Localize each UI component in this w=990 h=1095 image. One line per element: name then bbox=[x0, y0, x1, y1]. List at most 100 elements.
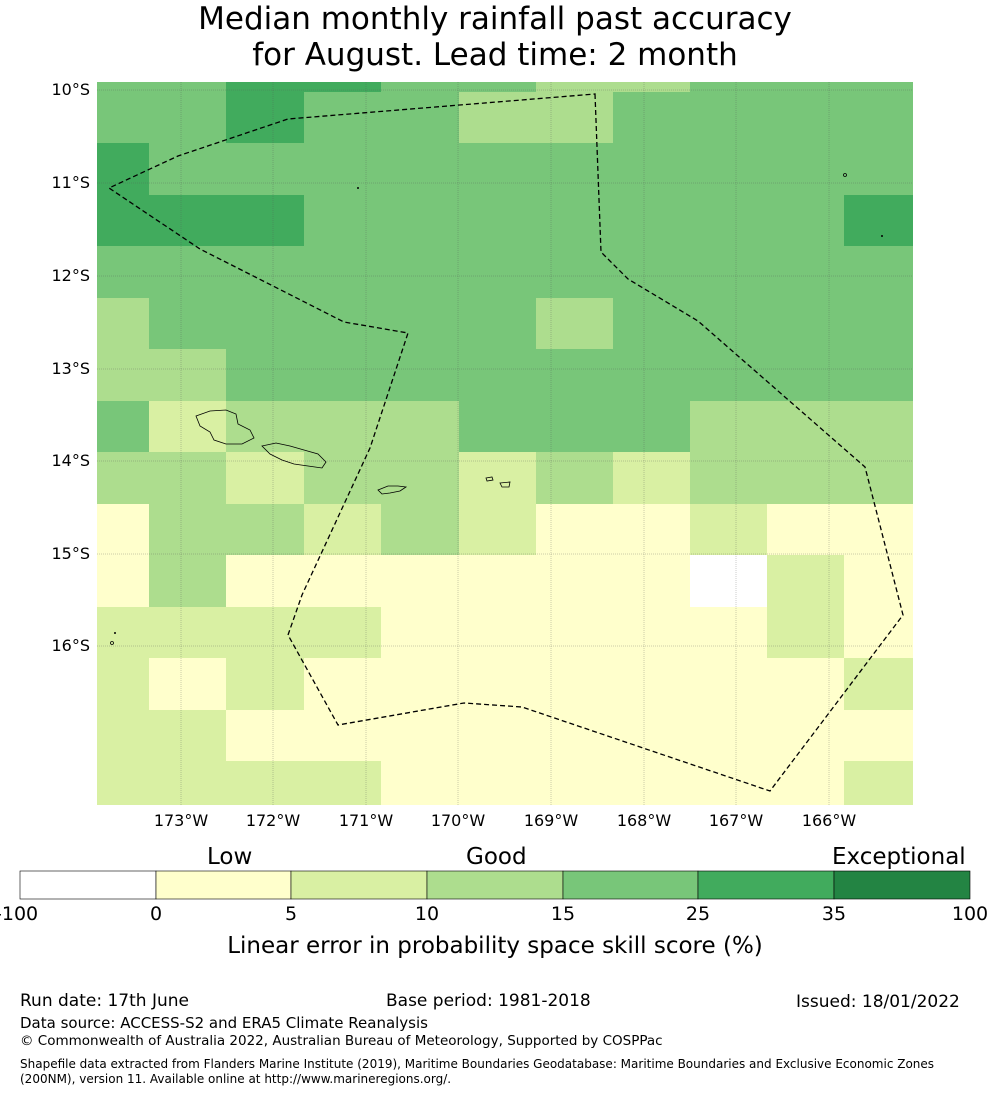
grid-cell bbox=[304, 401, 381, 452]
grid-cell bbox=[767, 92, 844, 143]
colorbar-tick-label: 10 bbox=[414, 903, 440, 925]
grid-cell bbox=[690, 658, 767, 710]
grid-cell bbox=[97, 143, 149, 195]
small-island bbox=[881, 235, 883, 237]
grid-cell bbox=[149, 246, 226, 298]
manua-island-2 bbox=[499, 481, 511, 488]
latitude-label: 14°S bbox=[51, 451, 90, 470]
colorbar-segment bbox=[562, 870, 699, 900]
grid-cell bbox=[536, 504, 613, 555]
grid-cell bbox=[97, 555, 149, 607]
grid-cell bbox=[381, 92, 459, 143]
grid-cell bbox=[149, 761, 226, 805]
latitude-label: 13°S bbox=[51, 359, 90, 378]
colorbar-segment bbox=[19, 870, 157, 900]
island-outlines bbox=[110, 173, 883, 645]
colorbar-segment bbox=[697, 870, 835, 900]
grid-cell bbox=[459, 401, 536, 452]
grid-cell bbox=[149, 504, 226, 555]
grid-cell bbox=[97, 195, 149, 246]
grid-cell bbox=[690, 195, 767, 246]
grid-cell bbox=[690, 401, 767, 452]
grid-cell bbox=[767, 298, 844, 349]
longitude-label: 166°W bbox=[801, 811, 857, 830]
grid-cell bbox=[97, 246, 149, 298]
grid-cell bbox=[767, 452, 844, 504]
grid-cell bbox=[613, 143, 690, 195]
latitude-label: 16°S bbox=[51, 636, 90, 655]
grid-cell bbox=[304, 195, 381, 246]
tutuila-island bbox=[377, 485, 408, 495]
grid-cell bbox=[536, 710, 613, 761]
grid-cell bbox=[149, 401, 226, 452]
grid-cell bbox=[149, 710, 226, 761]
grid-cell bbox=[844, 143, 913, 195]
grid-cell bbox=[381, 658, 459, 710]
grid-cell bbox=[844, 246, 913, 298]
grid-cell bbox=[97, 298, 149, 349]
longitude-label: 173°W bbox=[153, 811, 209, 830]
copyright: © Commonwealth of Australia 2022, Austra… bbox=[20, 1033, 663, 1049]
grid-cell bbox=[226, 452, 304, 504]
grid-cell bbox=[536, 143, 613, 195]
colorbar-tick-label: -100 bbox=[0, 903, 39, 925]
grid-cell bbox=[381, 452, 459, 504]
upolu-island bbox=[261, 442, 327, 469]
grid-cell bbox=[304, 555, 381, 607]
grid-cell bbox=[304, 246, 381, 298]
grid-cell bbox=[149, 658, 226, 710]
grid-cell bbox=[226, 92, 304, 143]
grid-cell bbox=[226, 195, 304, 246]
grid-cell bbox=[767, 82, 844, 92]
grid-cell bbox=[226, 658, 304, 710]
longitude-label: 170°W bbox=[430, 811, 486, 830]
category-exceptional-label: Exceptional bbox=[832, 844, 966, 870]
grid-cell bbox=[149, 555, 226, 607]
grid-cell bbox=[459, 246, 536, 298]
grid-cell bbox=[459, 761, 536, 805]
grid-cell bbox=[767, 504, 844, 555]
shapefile-credit-line-2: (200NM), version 11. Available online at… bbox=[20, 1072, 452, 1086]
base-period: Base period: 1981-2018 bbox=[386, 991, 591, 1011]
grid-cell bbox=[844, 195, 913, 246]
longitude-label: 167°W bbox=[708, 811, 764, 830]
colorbar-tick-label: 5 bbox=[284, 903, 298, 925]
grid-cell bbox=[613, 658, 690, 710]
grid-cell bbox=[459, 298, 536, 349]
colorbar-tick-label: 35 bbox=[821, 903, 847, 925]
grid-cell bbox=[459, 452, 536, 504]
grid-cell bbox=[767, 607, 844, 658]
colorbar-segment bbox=[833, 870, 971, 900]
grid-cell bbox=[149, 452, 226, 504]
grid-cell bbox=[304, 349, 381, 401]
grid-cell bbox=[304, 607, 381, 658]
grid-cell bbox=[459, 607, 536, 658]
small-island bbox=[357, 187, 359, 189]
grid-cell bbox=[97, 82, 149, 92]
colorbar-tick-label: 25 bbox=[685, 903, 711, 925]
grid-cell bbox=[844, 658, 913, 710]
shapefile-credit-line-1: Shapefile data extracted from Flanders M… bbox=[20, 1057, 935, 1071]
longitude-label: 171°W bbox=[338, 811, 394, 830]
skill-grid bbox=[97, 82, 913, 805]
grid-cell bbox=[536, 82, 613, 92]
grid-cell bbox=[844, 504, 913, 555]
grid-cell bbox=[767, 710, 844, 761]
grid-cell bbox=[226, 710, 304, 761]
grid-cell bbox=[226, 246, 304, 298]
run-date: Run date: 17th June bbox=[20, 991, 189, 1011]
grid-cell bbox=[767, 401, 844, 452]
grid-cell bbox=[613, 710, 690, 761]
grid-cell bbox=[381, 555, 459, 607]
longitude-label: 172°W bbox=[245, 811, 301, 830]
grid-cell bbox=[690, 710, 767, 761]
grid-cell bbox=[844, 607, 913, 658]
grid-cell bbox=[226, 143, 304, 195]
grid-cell bbox=[690, 452, 767, 504]
grid-cell bbox=[381, 401, 459, 452]
grid-cell bbox=[459, 195, 536, 246]
grid-cell bbox=[304, 143, 381, 195]
grid-cell bbox=[97, 349, 149, 401]
latitude-label: 12°S bbox=[51, 266, 90, 285]
